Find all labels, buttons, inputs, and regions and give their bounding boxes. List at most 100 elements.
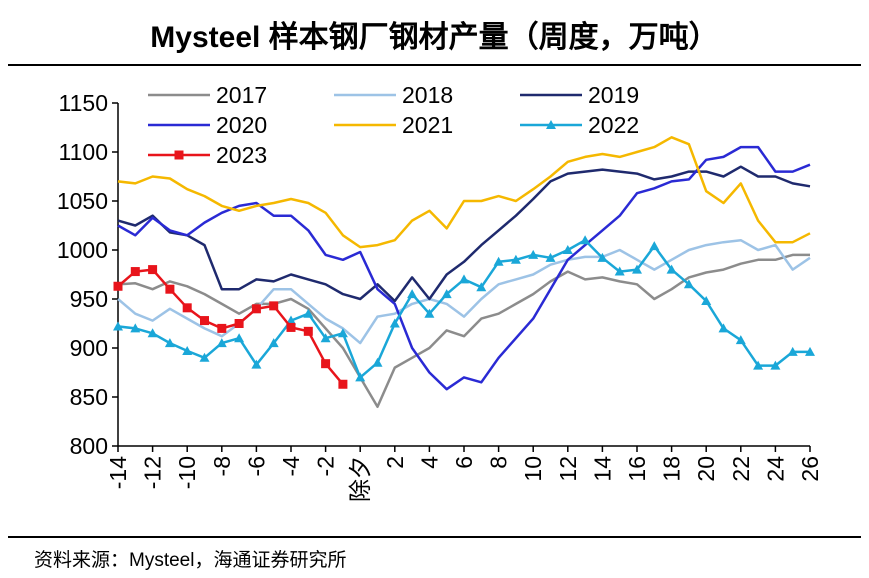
data-point <box>562 245 573 254</box>
series-2020 <box>117 145 811 391</box>
series-line-2018 <box>117 238 811 345</box>
legend-item-2017: 2017 <box>148 82 267 108</box>
x-tick-label: 20 <box>693 456 719 482</box>
x-tick-label: 16 <box>624 456 650 482</box>
data-point <box>234 319 244 328</box>
legend-marker <box>174 150 184 160</box>
data-point <box>718 323 729 333</box>
data-point <box>320 333 331 343</box>
y-tick-label: 1050 <box>57 188 108 214</box>
data-point <box>770 360 781 370</box>
data-point <box>303 308 314 318</box>
x-tick-label: 6 <box>451 456 477 469</box>
y-tick-label: 850 <box>70 384 108 410</box>
data-point <box>217 323 227 333</box>
data-point <box>545 252 556 262</box>
data-point <box>389 318 400 328</box>
series-2021 <box>117 136 811 249</box>
y-tick-label: 1100 <box>59 139 108 165</box>
top-rule <box>8 64 861 66</box>
data-point <box>200 316 209 326</box>
data-point <box>441 289 452 299</box>
legend-item-2022: 2022 <box>520 112 639 138</box>
legend-item-2023: 2023 <box>148 142 267 168</box>
legend-item-2018: 2018 <box>334 82 453 108</box>
data-point <box>459 274 469 284</box>
x-tick-label: 26 <box>797 456 823 482</box>
series-2017 <box>117 253 810 409</box>
data-point <box>683 279 694 289</box>
x-tick-label: -2 <box>313 456 339 476</box>
data-point <box>303 326 313 336</box>
data-point <box>805 346 815 356</box>
x-tick-label: 14 <box>589 456 615 482</box>
legend-label: 2021 <box>402 112 453 138</box>
legend-label: 2023 <box>216 142 267 168</box>
data-point <box>597 252 608 262</box>
data-point <box>787 346 798 356</box>
data-point <box>510 254 521 264</box>
data-point <box>216 338 227 348</box>
data-point <box>493 256 504 266</box>
data-point <box>113 281 123 291</box>
legend-label: 2022 <box>588 112 639 138</box>
legend-item-2021: 2021 <box>334 112 453 138</box>
data-point <box>234 333 245 343</box>
x-tick-label: 10 <box>520 456 546 482</box>
data-point <box>407 289 418 299</box>
x-tick-label: 12 <box>555 456 581 482</box>
x-tick-label: -12 <box>140 456 166 489</box>
data-point <box>321 359 331 369</box>
series-2018 <box>117 238 811 345</box>
x-tick-label: -4 <box>278 456 304 477</box>
bottom-rule <box>8 536 861 538</box>
series-2022 <box>113 235 815 382</box>
x-tick-label: 4 <box>416 456 442 469</box>
y-tick-label: 800 <box>70 433 108 459</box>
x-tick-label: 除夕 <box>347 456 373 502</box>
y-tick-label: 1150 <box>59 90 108 116</box>
x-tick-label: -8 <box>209 456 235 476</box>
y-tick-label: 1000 <box>57 237 108 263</box>
data-point <box>753 360 764 370</box>
y-tick-label: 950 <box>70 286 108 312</box>
y-tick-label: 900 <box>70 335 108 361</box>
legend-label: 2017 <box>216 82 267 108</box>
series-line-2021 <box>117 136 811 249</box>
legend-label: 2019 <box>588 82 639 108</box>
legend-marker <box>546 120 556 129</box>
x-tick-label: 2 <box>382 456 408 469</box>
data-point <box>355 372 366 382</box>
series-layer <box>113 136 815 409</box>
data-point <box>614 266 625 276</box>
data-point <box>269 301 279 311</box>
source-note: 资料来源：Mysteel，海通证券研究所 <box>34 550 347 571</box>
chart-title: Mysteel 样本钢厂钢材产量（周度，万吨） <box>150 21 719 54</box>
x-tick-label: 8 <box>486 456 512 469</box>
data-point <box>338 379 348 389</box>
data-point <box>528 249 539 259</box>
data-point <box>251 359 262 369</box>
data-point <box>337 328 348 338</box>
legend: 2017 2018 2019 2020 2021 2022 2023 <box>148 82 639 168</box>
data-point <box>268 338 279 348</box>
data-point <box>649 241 660 251</box>
x-tick-label: 22 <box>728 456 754 482</box>
data-point <box>701 295 712 305</box>
data-point <box>130 267 140 277</box>
data-point <box>580 235 591 245</box>
data-point <box>666 264 677 274</box>
x-tick-label: -6 <box>243 456 269 476</box>
data-point <box>476 282 487 292</box>
x-tick-label: 24 <box>762 456 788 482</box>
data-point <box>165 284 175 294</box>
data-point <box>286 322 296 332</box>
data-point <box>424 308 435 318</box>
data-point <box>113 321 123 331</box>
legend-item-2019: 2019 <box>520 82 639 108</box>
legend-item-2020: 2020 <box>148 112 267 138</box>
series-line-2017 <box>117 253 810 409</box>
data-point <box>632 264 642 274</box>
series-2023 <box>113 265 348 389</box>
data-point <box>372 357 383 367</box>
